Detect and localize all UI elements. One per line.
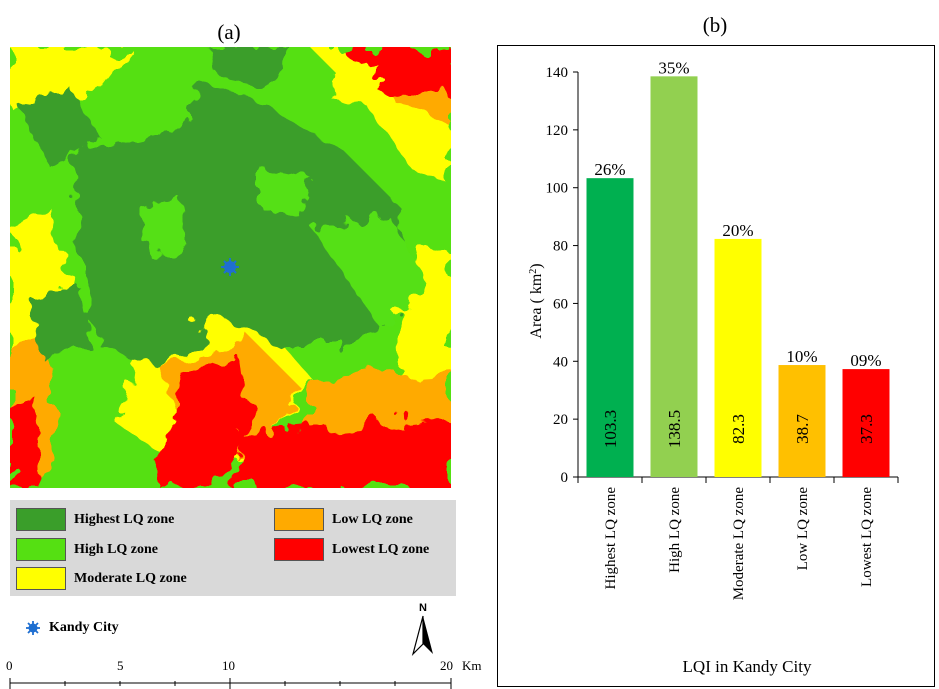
bar-value-label: 37.3	[857, 414, 876, 444]
legend-swatch-moderate	[16, 567, 66, 590]
bar-percent-label: 09%	[850, 351, 881, 370]
panel-a-label: (a)	[217, 20, 241, 44]
chart-frame	[497, 45, 935, 687]
y-tick-label: 100	[546, 181, 569, 197]
lq-zone-map-image	[10, 47, 451, 488]
scale-label-5: 5	[117, 658, 124, 673]
legend-item-moderate: Moderate LQ zone	[16, 567, 187, 590]
bar-percent-label: 10%	[786, 347, 817, 366]
scale-label-10: 10	[222, 658, 235, 673]
legend-label-lowest: Lowest LQ zone	[332, 541, 430, 557]
bar-percent-label: 26%	[594, 160, 625, 179]
legend-item-low: Low LQ zone	[274, 508, 413, 531]
x-category-label: Moderate LQ zone	[731, 487, 747, 601]
legend-label-highest: Highest LQ zone	[74, 511, 175, 527]
bar-3	[714, 238, 762, 477]
city-legend: Kandy City	[25, 620, 119, 636]
bar-value-label: 82.3	[729, 414, 748, 444]
legend-label-high: High LQ zone	[74, 541, 159, 557]
kandy-city-marker-icon	[221, 258, 239, 276]
chart-axes: 0 20 40 60 80 100 120 140	[546, 65, 899, 486]
legend-item-lowest: Lowest LQ zone	[274, 538, 429, 561]
x-axis-title: LQI in Kandy City	[683, 657, 812, 676]
x-category-label: Highest LQ zone	[603, 487, 619, 590]
bar-5	[842, 369, 890, 477]
bar-percent-label: 35%	[658, 58, 689, 77]
y-tick-label: 40	[553, 354, 568, 370]
kandy-city-legend-icon	[26, 621, 40, 635]
legend-item-highest: Highest LQ zone	[16, 508, 174, 531]
bar-value-label: 138.5	[665, 410, 684, 448]
chart-labels: 26% 103.3 Highest LQ zone 35% 138.5 High LQ z…	[594, 58, 881, 600]
bar-1	[586, 178, 634, 478]
legend-swatch-highest	[16, 508, 66, 531]
bar-chart: 0 20 40 60 80 100 120 140 26% 103.3 Highest LQ zo…	[528, 58, 899, 676]
y-tick-label: 140	[546, 65, 569, 81]
north-arrow: N	[411, 602, 435, 658]
x-category-label: Lowest LQ zone	[859, 487, 875, 587]
y-axis-title: Area ( km2)	[528, 263, 546, 338]
legend-swatch-high	[16, 538, 66, 561]
north-arrow-icon	[411, 615, 433, 656]
bar-value-label: 38.7	[793, 414, 812, 444]
scale-unit: Km	[462, 658, 482, 673]
scale-label-0: 0	[6, 658, 13, 673]
y-tick-label: 80	[553, 239, 568, 255]
y-tick-label: 60	[553, 296, 568, 312]
legend-item-high: High LQ zone	[16, 538, 158, 561]
x-category-label: High LQ zone	[667, 487, 683, 573]
y-tick-label: 0	[561, 470, 569, 486]
bar-4	[778, 365, 826, 477]
panel-b-label: (b)	[702, 13, 728, 37]
legend-swatch-lowest	[274, 538, 324, 561]
chart-bars	[586, 76, 890, 478]
legend-label-low: Low LQ zone	[332, 511, 413, 527]
bar-percent-label: 20%	[722, 221, 753, 240]
y-tick-label: 20	[553, 412, 568, 428]
y-tick-label: 120	[546, 123, 569, 139]
kandy-city-label: Kandy City	[49, 620, 119, 635]
x-category-label: Low LQ zone	[795, 487, 811, 571]
legend-label-moderate: Moderate LQ zone	[74, 570, 187, 586]
bar-value-label: 103.3	[601, 410, 620, 448]
scale-label-20: 20	[440, 658, 453, 673]
lq-zone-map	[10, 47, 451, 488]
scale-bar	[9, 678, 452, 689]
map-legend: Highest LQ zone High LQ zone Moderate LQ…	[10, 500, 456, 596]
legend-swatch-low	[274, 508, 324, 531]
bar-2	[650, 76, 698, 477]
north-label: N	[419, 602, 427, 614]
